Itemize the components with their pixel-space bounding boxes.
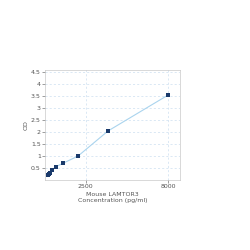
Point [50, 168, 54, 172]
Point [106, 129, 110, 133]
Point [76, 154, 80, 158]
Point [54, 165, 58, 169]
X-axis label: Mouse LAMTOR3
Concentration (pg/ml): Mouse LAMTOR3 Concentration (pg/ml) [78, 192, 147, 203]
Point [166, 93, 170, 97]
Point [48, 171, 52, 175]
Y-axis label: OD: OD [23, 120, 28, 130]
Point [46, 173, 50, 177]
Point [61, 161, 65, 165]
Point [47, 172, 51, 176]
